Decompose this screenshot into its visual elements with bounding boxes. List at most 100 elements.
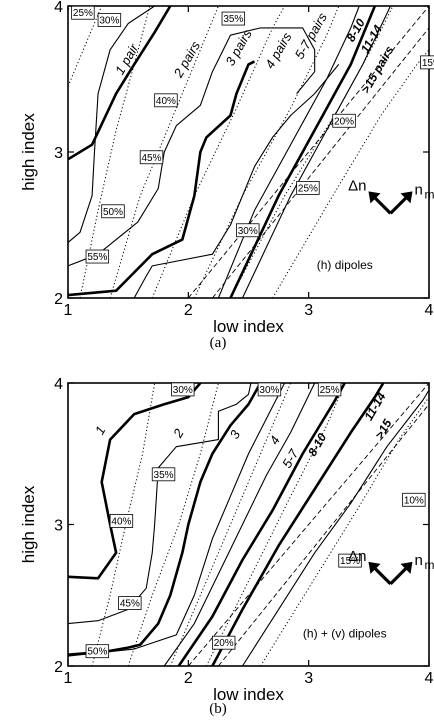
n-mid-label: n <box>414 181 422 198</box>
direction-arrows: Δn nmid <box>348 177 434 215</box>
contour-line <box>68 27 316 267</box>
pair-label: 5-7 pairs <box>292 10 331 62</box>
plot-frame <box>67 5 430 299</box>
y-axis-label: high index <box>19 113 38 191</box>
contour-line <box>211 383 385 666</box>
percent-box <box>139 150 164 165</box>
n-mid-arrow <box>389 565 409 586</box>
percent-box <box>154 93 178 108</box>
panel-caption: (a) <box>210 335 227 351</box>
percent-box <box>118 596 142 610</box>
plot-area <box>68 6 429 298</box>
percent-label: 45% <box>141 153 161 164</box>
y-tick-label: 2 <box>54 659 63 676</box>
x-tick-label: 1 <box>64 302 73 319</box>
percent-box <box>296 181 320 195</box>
percent-box <box>221 11 246 26</box>
percent-box <box>97 13 122 27</box>
y-tick-label: 2 <box>54 291 63 308</box>
percent-box <box>71 5 95 20</box>
dotted-contour <box>230 6 394 298</box>
n-mid-subscript: mid <box>424 558 434 572</box>
pair-label: 8-10 <box>305 430 329 458</box>
delta-n-arrow <box>372 195 392 215</box>
percent-label: 30% <box>259 385 279 396</box>
contour-line <box>212 27 429 298</box>
dotted-contour <box>91 383 156 666</box>
pair-label: 5-7 <box>279 446 302 470</box>
dotted-contour <box>169 383 292 666</box>
n-mid-arrowhead <box>400 561 413 574</box>
percent-label: 20% <box>334 116 354 127</box>
dotted-contour <box>68 6 103 87</box>
contour-line <box>68 383 202 580</box>
contour-line <box>68 383 252 625</box>
y-tick-label: 3 <box>54 145 63 162</box>
contour-line <box>177 383 346 666</box>
x-axis-label: low index <box>213 317 284 336</box>
contour-line <box>187 383 429 666</box>
percent-label: 15% <box>422 58 434 69</box>
dotted-contour <box>260 396 429 666</box>
percent-box <box>317 382 342 397</box>
percent-box <box>151 467 176 482</box>
percent-box <box>109 514 134 528</box>
n-mid-subscript: mid <box>424 187 434 201</box>
contour-line <box>217 6 360 298</box>
contour-line <box>229 6 377 298</box>
pair-label: 1 <box>92 423 109 437</box>
legend-text: (h) dipoles <box>317 258 373 272</box>
delta-n-arrowhead <box>368 561 381 574</box>
x-axis-label: low index <box>213 685 284 704</box>
n-mid-arrowhead <box>400 191 413 204</box>
delta-n-arrowhead <box>368 191 381 204</box>
pair-label: 3 <box>227 427 244 441</box>
panel-caption: (b) <box>209 701 227 717</box>
y-tick-label: 3 <box>54 518 63 535</box>
percent-label: 30% <box>99 16 119 27</box>
percent-label: 50% <box>103 207 123 218</box>
x-tick-label: 4 <box>425 302 434 319</box>
percent-box <box>402 492 426 507</box>
percent-box <box>171 382 195 397</box>
contour-line <box>68 383 262 656</box>
percent-label: 50% <box>87 647 107 658</box>
y-tick-label: 4 <box>54 0 63 16</box>
pair-label: 2 <box>170 426 187 441</box>
percent-box <box>420 55 434 70</box>
percent-label: 35% <box>154 470 174 481</box>
pair-label: 4 pairs <box>262 29 295 71</box>
percent-label: 25% <box>73 8 93 19</box>
percent-label: 20% <box>214 638 234 649</box>
percent-label: 25% <box>320 385 340 396</box>
x-tick-label: 3 <box>304 302 313 319</box>
contour-line <box>163 383 316 666</box>
percent-label: 25% <box>298 183 318 194</box>
x-tick-label: 2 <box>184 302 193 319</box>
contour-line <box>187 6 429 298</box>
n-mid-label: n <box>414 552 422 569</box>
delta-n-label: Δn <box>348 177 366 194</box>
percent-label: 55% <box>87 252 107 263</box>
x-tick-label: 3 <box>304 670 313 687</box>
dotted-contour <box>127 383 219 666</box>
percent-box <box>332 113 356 128</box>
legend-text: (h) + (v) dipoles <box>303 627 387 641</box>
delta-n-arrow <box>372 565 392 586</box>
contour-line <box>241 6 391 298</box>
n-mid-arrow <box>389 195 409 215</box>
contour-line <box>68 383 286 657</box>
percent-label: 30% <box>173 385 193 396</box>
pair-label: 2 pairs <box>170 38 203 81</box>
x-tick-label: 1 <box>64 670 73 687</box>
contour-line <box>68 6 172 161</box>
x-tick-label: 4 <box>425 670 434 687</box>
percent-label: 30% <box>238 226 258 237</box>
y-tick-label: 4 <box>54 376 63 393</box>
percent-box <box>338 553 362 568</box>
y-axis-label: high index <box>19 485 38 563</box>
x-tick-label: 2 <box>184 670 193 687</box>
dotted-contour <box>205 383 346 666</box>
contour-line <box>68 6 155 243</box>
